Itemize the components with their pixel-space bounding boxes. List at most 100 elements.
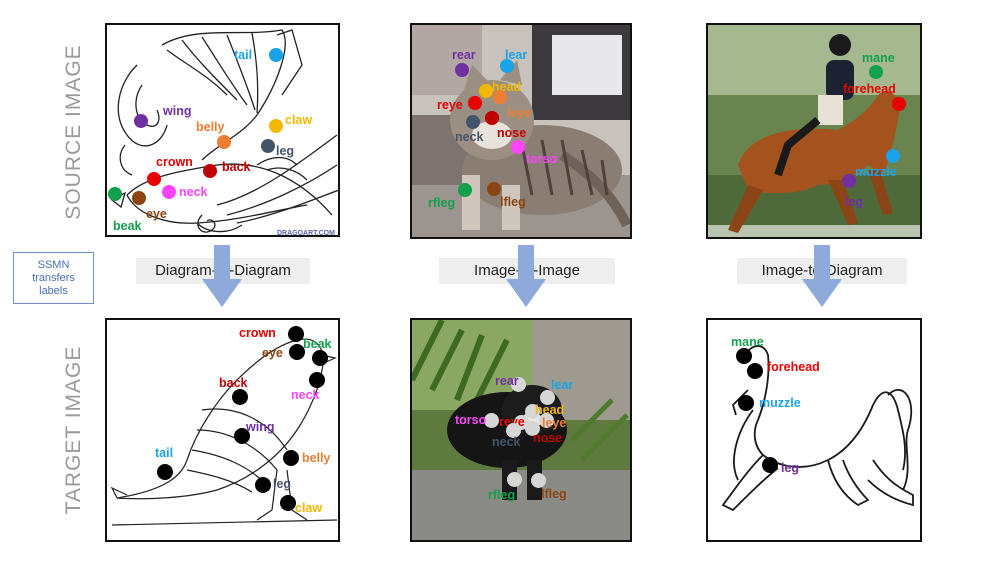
bird-source-label-neck: neck <box>179 185 208 199</box>
down-arrow-3 <box>802 245 842 307</box>
bird-source-keypoint-tail <box>269 48 283 62</box>
cat-source-label-neck: neck <box>455 130 484 144</box>
bird-target-keypoint-claw <box>280 495 296 511</box>
bird-source-keypoint-claw <box>269 119 283 133</box>
cat-target-label-lfleg: lfleg <box>541 487 567 501</box>
bird-source-label-claw: claw <box>285 113 313 127</box>
bird-line-drawing <box>110 29 338 233</box>
cat-target-label-lear: lear <box>551 378 574 392</box>
ssmn-line-3: labels <box>39 285 68 297</box>
cat-source-keypoint-nose <box>485 111 499 125</box>
panel-horse-source <box>706 23 922 239</box>
horse-source-label-forehead: forehead <box>843 82 896 96</box>
bird-source-label-leg: leg <box>276 144 295 158</box>
cat-target-keypoint-leye <box>538 412 554 428</box>
bird-source-keypoint-wing <box>134 114 148 128</box>
horse-source-keypoint-forehead <box>892 97 906 111</box>
horse-target-label-mane: mane <box>731 335 764 349</box>
bird-target-keypoint-crown <box>288 326 304 342</box>
horse-source-label-muzzle: muzzle <box>855 165 897 179</box>
cat-target-label-neck: neck <box>492 435 521 449</box>
bird-target-keypoint-eye <box>289 344 305 360</box>
panel-cat-target <box>410 318 632 542</box>
bird-target-keypoint-tail <box>157 464 173 480</box>
cat-source-keypoint-rfleg <box>458 183 472 197</box>
cat-target-keypoint-nose <box>524 420 540 436</box>
bird-target-keypoint-wing <box>234 428 250 444</box>
bird-target-keypoint-neck <box>309 372 325 388</box>
cat-target-keypoint-neck <box>505 422 521 438</box>
cat-source-keypoint-torso <box>511 140 525 154</box>
bird-source-label-beak: beak <box>113 219 142 233</box>
cat-photo <box>412 25 630 237</box>
cat-source-keypoint-lfleg <box>487 182 501 196</box>
bird-target-label-eye: eye <box>262 346 283 360</box>
horse-target-keypoint-leg <box>762 457 778 473</box>
bird-target-label-beak: beak <box>303 337 332 351</box>
down-arrow-1 <box>202 245 242 307</box>
cat-source-label-torso: torso <box>526 152 558 166</box>
down-arrow-2 <box>506 245 546 307</box>
cat-target-keypoint-head <box>524 403 540 419</box>
cat-source-label-leye: leye <box>507 106 532 120</box>
bird-source-label-crown: crown <box>156 155 193 169</box>
horse-target-keypoint-muzzle <box>738 395 754 411</box>
cat-source-label-lear: lear <box>505 48 528 62</box>
horse-source-keypoint-muzzle <box>886 149 900 163</box>
cat-source-keypoint-leye <box>493 90 507 104</box>
bird-target-label-back: back <box>219 376 248 390</box>
bird-target-label-belly: belly <box>302 451 331 465</box>
bird-target-keypoint-leg <box>255 477 271 493</box>
bird-source-label-tail: tail <box>234 48 253 62</box>
bird-source-keypoint-eye <box>132 191 146 205</box>
bird-source-keypoint-leg <box>261 139 275 153</box>
cat-target-label-torso: torso <box>455 413 487 427</box>
bird-target-label-leg: leg <box>273 477 292 491</box>
cat-source-label-rear: rear <box>452 48 476 62</box>
cat-target-keypoint-lear <box>539 389 555 405</box>
cat-target-keypoint-rear <box>510 376 526 392</box>
horse-photo <box>708 25 920 237</box>
ssmn-transfers-labels-box: SSMN transfers labels <box>13 252 94 304</box>
bird-source-keypoint-belly <box>217 135 231 149</box>
cat-target-label-rfleg: rfleg <box>488 488 516 502</box>
bird-target-label-crown: crown <box>239 326 276 340</box>
horse-target-line-drawing <box>721 345 914 512</box>
cat-target-keypoint-lfleg <box>530 472 546 488</box>
horse-source-label-leg: leg <box>845 195 864 209</box>
bird-source-label-wing: wing <box>163 104 192 118</box>
cat-target-label-leye: leye <box>542 416 567 430</box>
bird-target-keypoint-beak <box>312 350 328 366</box>
bird-source-keypoint-crown <box>147 172 161 186</box>
target-image-row-label: TARGET IMAGE <box>62 345 85 515</box>
bird-source-label-belly: belly <box>196 120 225 134</box>
bird-source-label-eye: eye <box>146 207 167 221</box>
cat-source-keypoint-neck <box>466 115 480 129</box>
ssmn-line-2: transfers <box>32 272 75 284</box>
horse-target-label-leg: leg <box>781 461 800 475</box>
horse-target-keypoint-mane <box>736 348 752 364</box>
cat-source-keypoint-rear <box>455 63 469 77</box>
bird-source-keypoint-beak <box>108 187 122 201</box>
cat-source-keypoint-lear <box>500 59 514 73</box>
horse-source-keypoint-leg <box>842 174 856 188</box>
bird-target-label-tail: tail <box>155 446 174 460</box>
cat-target-label-rear: rear <box>495 374 519 388</box>
panel-cat-source <box>410 23 632 239</box>
bird-source-keypoint-back <box>203 164 217 178</box>
horse-target-keypoint-forehead <box>747 363 763 379</box>
horse-source-keypoint-mane <box>869 65 883 79</box>
cat-target-label-nose: nose <box>533 431 563 445</box>
cat-source-label-reye: reye <box>437 98 463 112</box>
horse-source-label-mane: mane <box>862 51 895 65</box>
source-image-row-label: SOURCE IMAGE <box>62 44 85 220</box>
bird-target-label-wing: wing <box>246 420 275 434</box>
bird-target-label-neck: neck <box>291 388 320 402</box>
cat-source-label-nose: nose <box>497 126 527 140</box>
bird-target-keypoint-belly <box>283 450 299 466</box>
cat-source-keypoint-reye <box>468 96 482 110</box>
cat-source-label-lfleg: lfleg <box>500 195 526 209</box>
cat-target-keypoint-torso <box>483 412 499 428</box>
bird-target-keypoint-back <box>232 389 248 405</box>
cat-target-keypoint-rfleg <box>506 471 522 487</box>
